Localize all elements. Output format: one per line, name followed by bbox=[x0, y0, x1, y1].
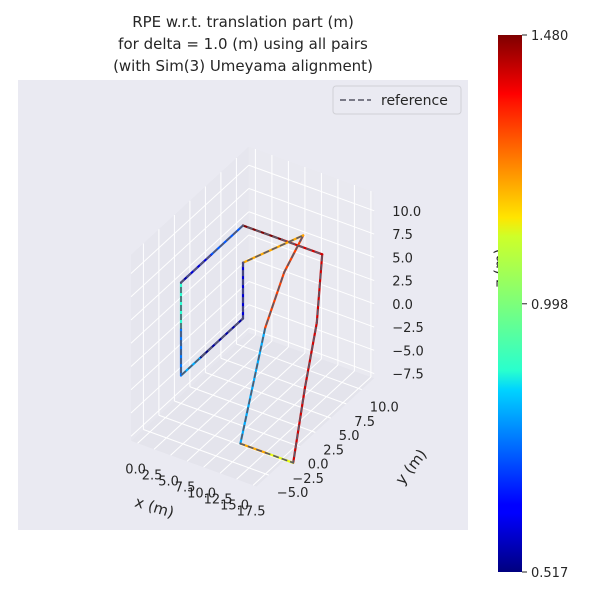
z-tick-label: −5.0 bbox=[392, 344, 424, 359]
z-tick-label: 0.0 bbox=[392, 298, 413, 313]
y-tick-label: −5.0 bbox=[277, 486, 309, 501]
x-tick-label: 5.0 bbox=[158, 474, 179, 489]
legend-box bbox=[332, 85, 462, 115]
x-tick-label: 17.5 bbox=[237, 504, 266, 519]
x-tick-label: 2.5 bbox=[142, 468, 163, 483]
legend: reference bbox=[332, 85, 462, 115]
legend-reference-label: reference bbox=[381, 93, 448, 109]
z-tick-label: 2.5 bbox=[392, 275, 413, 290]
x-tick-label: 0.0 bbox=[125, 462, 146, 477]
y-tick-label: 0.0 bbox=[308, 458, 329, 473]
x-tick-label: 12.5 bbox=[204, 492, 233, 507]
colorbar-tick-label: 1.480 bbox=[531, 29, 568, 44]
chart-title: RPE w.r.t. translation part (m) for delt… bbox=[113, 13, 373, 75]
title-line-1: RPE w.r.t. translation part (m) bbox=[132, 13, 354, 31]
y-tick-label: 7.5 bbox=[354, 415, 375, 430]
rpe-segment bbox=[265, 452, 295, 464]
colorbar-ticks: 0.517 0.998 1.480 bbox=[522, 29, 568, 581]
title-line-2: for delta = 1.0 (m) using all pairs bbox=[118, 35, 368, 53]
y-tick-label: 5.0 bbox=[339, 429, 360, 444]
reference-line bbox=[180, 224, 324, 464]
colorbar-tick-label: 0.517 bbox=[531, 566, 568, 581]
z-tick-label: −7.5 bbox=[392, 368, 424, 383]
colorbar-tick-label: 0.998 bbox=[531, 298, 568, 313]
z-tick-label: 7.5 bbox=[392, 228, 413, 243]
grid-lines bbox=[130, 149, 375, 486]
title-line-3: (with Sim(3) Umeyama alignment) bbox=[113, 57, 373, 75]
y-tick-label: 10.0 bbox=[370, 401, 399, 416]
x-tick-label: 7.5 bbox=[175, 480, 196, 495]
y-tick-label: 2.5 bbox=[323, 443, 344, 458]
z-tick-label: 5.0 bbox=[392, 251, 413, 266]
colorbar bbox=[498, 35, 522, 572]
tick-labels: 0.02.55.07.510.012.515.017.5−5.0−2.50.02… bbox=[125, 205, 424, 519]
reference-trajectory bbox=[180, 224, 324, 464]
x-tick-label: 15.0 bbox=[220, 498, 249, 513]
x-tick-label: 10.0 bbox=[187, 486, 216, 501]
z-tick-label: 10.0 bbox=[392, 205, 421, 220]
y-tick-label: −2.5 bbox=[292, 472, 324, 487]
z-tick-label: −2.5 bbox=[392, 321, 424, 336]
